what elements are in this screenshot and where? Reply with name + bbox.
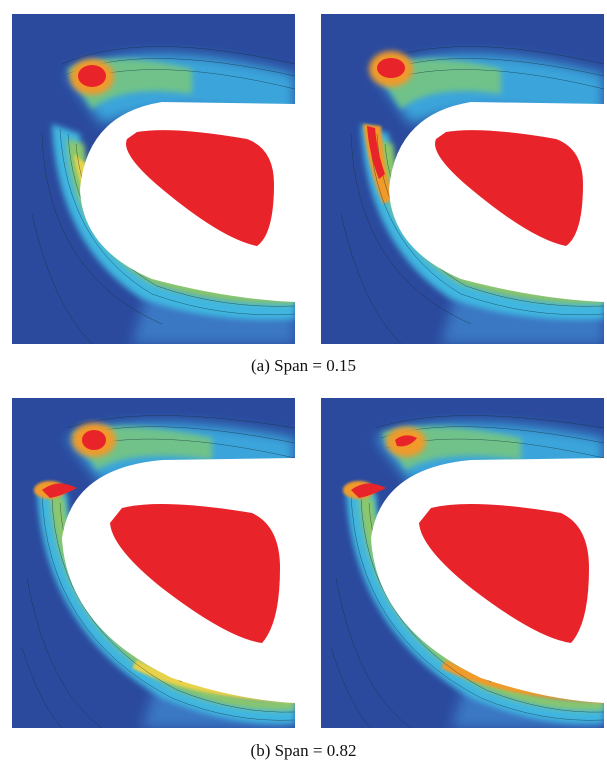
contour-panel-span-015-left — [12, 14, 295, 344]
contour-plot — [321, 398, 604, 728]
contour-panel-span-082-right — [321, 398, 604, 728]
caption-a: (a) Span = 0.15 — [251, 356, 356, 375]
contour-panel-span-082-left — [12, 398, 295, 728]
contour-plot — [12, 398, 295, 728]
contour-plot — [12, 14, 295, 344]
contour-plot — [321, 14, 604, 344]
caption-b: (b) Span = 0.82 — [250, 741, 357, 760]
contour-panel-span-015-right — [321, 14, 604, 344]
